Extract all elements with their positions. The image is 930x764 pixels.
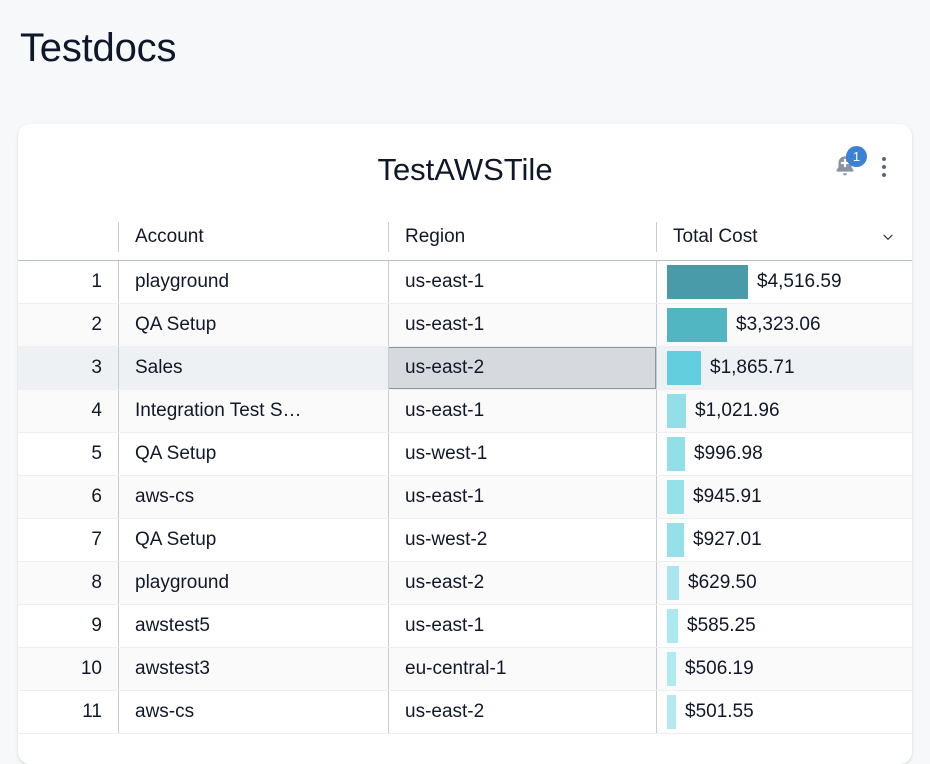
kebab-dot [882,157,886,161]
table-row[interactable]: 4 Integration Test S… us-east-1 $1,021.96 [18,389,912,433]
cost-bar [667,393,686,428]
table-row[interactable]: 10 awstest3 eu-central-1 $506.19 [18,647,912,691]
tile-header: TestAWSTile 1 [18,124,912,214]
cell-region-selected[interactable]: us-east-2 [388,346,656,390]
column-header-region[interactable]: Region [388,214,656,261]
cost-bar [667,264,748,299]
table-row[interactable]: 5 QA Setup us-west-1 $996.98 [18,432,912,476]
row-index: 10 [18,647,118,691]
cell-total-cost[interactable]: $585.25 [656,604,912,648]
cell-total-cost[interactable]: $1,021.96 [656,389,912,433]
table-row[interactable]: 6 aws-cs us-east-1 $945.91 [18,475,912,519]
more-options-button[interactable] [874,154,894,180]
table-header: Account Region Total Cost [18,214,912,261]
cell-region[interactable]: us-west-1 [388,432,656,476]
cell-region[interactable]: us-east-1 [388,303,656,347]
table-row[interactable]: 2 QA Setup us-east-1 $3,323.06 [18,303,912,347]
cell-total-cost[interactable]: $945.91 [656,475,912,519]
column-header-total-cost[interactable]: Total Cost [656,214,912,261]
cost-value: $4,516.59 [757,270,842,292]
row-index: 11 [18,690,118,734]
cell-region[interactable]: us-east-1 [388,475,656,519]
alert-count-badge: 1 [846,146,867,167]
row-index: 4 [18,389,118,433]
cost-bar [667,608,678,643]
table-row[interactable]: 9 awstest5 us-east-1 $585.25 [18,604,912,648]
cost-value: $945.91 [693,485,762,507]
table-row[interactable]: 8 playground us-east-2 $629.50 [18,561,912,605]
column-header-account[interactable]: Account [118,214,388,261]
cost-table: Account Region Total Cost 1 playground us-… [18,214,912,734]
cell-total-cost[interactable]: $506.19 [656,647,912,691]
cell-region[interactable]: us-west-2 [388,518,656,562]
cost-value: $996.98 [694,442,763,464]
cost-bar [667,651,676,686]
table-row[interactable]: 7 QA Setup us-west-2 $927.01 [18,518,912,562]
tile-actions: 1 [830,146,894,182]
table-row[interactable]: 11 aws-cs us-east-2 $501.55 [18,690,912,734]
cell-region[interactable]: us-east-2 [388,561,656,605]
cell-region[interactable]: us-east-1 [388,604,656,648]
cost-value: $3,323.06 [736,313,821,335]
table-row[interactable]: 3 Sales us-east-2 $1,865.71 [18,346,912,390]
cell-account[interactable]: QA Setup [118,303,388,347]
cell-account[interactable]: Sales [118,346,388,390]
cell-total-cost[interactable]: $1,865.71 [656,346,912,390]
row-index: 9 [18,604,118,648]
add-alert-button[interactable]: 1 [830,146,867,182]
page-title: Testdocs [20,26,177,70]
cell-account[interactable]: Integration Test S… [118,389,388,433]
cell-region[interactable]: eu-central-1 [388,647,656,691]
cell-account[interactable]: awstest3 [118,647,388,691]
row-index: 5 [18,432,118,476]
cost-bar [667,479,684,514]
kebab-dot [882,173,886,177]
cell-total-cost[interactable]: $927.01 [656,518,912,562]
cell-region[interactable]: us-east-1 [388,260,656,304]
cost-bar [667,565,679,600]
cell-total-cost[interactable]: $4,516.59 [656,260,912,304]
row-index: 3 [18,346,118,390]
column-header-total-cost-label: Total Cost [673,225,758,247]
row-index: 7 [18,518,118,562]
cell-region[interactable]: us-east-1 [388,389,656,433]
cost-bar [667,307,727,342]
cost-value: $506.19 [685,657,754,679]
cell-total-cost[interactable]: $629.50 [656,561,912,605]
cost-value: $927.01 [693,528,762,550]
cost-bar [667,350,701,385]
cost-value: $501.55 [685,700,754,722]
cell-account[interactable]: playground [118,260,388,304]
cell-region[interactable]: us-east-2 [388,690,656,734]
row-index: 1 [18,260,118,304]
cell-account[interactable]: aws-cs [118,690,388,734]
cell-total-cost[interactable]: $996.98 [656,432,912,476]
tile-card: TestAWSTile 1 Account [18,124,912,764]
cell-total-cost[interactable]: $3,323.06 [656,303,912,347]
row-index: 2 [18,303,118,347]
cell-account[interactable]: QA Setup [118,518,388,562]
cell-account[interactable]: playground [118,561,388,605]
cost-value: $1,021.96 [695,399,780,421]
cost-value: $629.50 [688,571,757,593]
row-index: 6 [18,475,118,519]
cell-total-cost[interactable]: $501.55 [656,690,912,734]
cost-bar [667,522,684,557]
cost-value: $585.25 [687,614,756,636]
kebab-dot [882,165,886,169]
cell-account[interactable]: aws-cs [118,475,388,519]
table-row[interactable]: 1 playground us-east-1 $4,516.59 [18,260,912,304]
column-header-index [18,214,118,261]
header-row: Account Region Total Cost [18,214,912,261]
cell-account[interactable]: awstest5 [118,604,388,648]
row-index: 8 [18,561,118,605]
cost-value: $1,865.71 [710,356,795,378]
cost-bar [667,694,676,729]
cell-account[interactable]: QA Setup [118,432,388,476]
cost-bar [667,436,685,471]
chevron-down-icon[interactable] [880,229,896,245]
tile-title: TestAWSTile [377,152,553,187]
table-body: 1 playground us-east-1 $4,516.59 2 QA Setup us… [18,260,912,734]
